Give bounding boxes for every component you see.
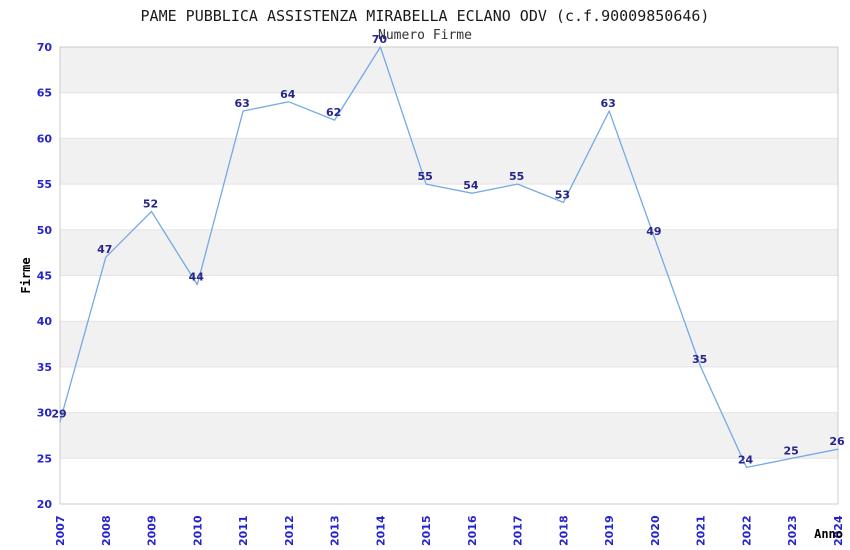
x-tick-label: 2018 — [557, 515, 570, 546]
x-tick-label: 2017 — [512, 515, 525, 546]
data-label: 47 — [97, 243, 112, 256]
x-tick-label: 2008 — [100, 515, 113, 546]
data-label: 63 — [234, 97, 249, 110]
chart-subtitle: Numero Firme — [378, 28, 472, 43]
x-tick-label: 2020 — [649, 515, 662, 546]
data-label: 63 — [601, 97, 616, 110]
y-tick-label: 25 — [37, 452, 52, 465]
y-tick-label: 40 — [37, 315, 53, 328]
data-label: 62 — [326, 106, 341, 119]
data-label: 55 — [509, 170, 524, 183]
data-label: 55 — [417, 170, 432, 183]
x-tick-label: 2014 — [374, 515, 387, 546]
x-tick-label: 2011 — [237, 515, 250, 546]
data-label: 24 — [738, 453, 754, 466]
x-tick-label: 2012 — [283, 515, 296, 546]
x-tick-label: 2009 — [146, 515, 159, 546]
data-label: 54 — [463, 179, 479, 192]
series-line — [59, 46, 839, 469]
plot-band — [60, 47, 838, 93]
y-tick-label: 50 — [37, 224, 53, 237]
x-tick-label: 2019 — [603, 515, 616, 546]
data-label: 52 — [143, 198, 158, 211]
y-tick-label: 20 — [37, 498, 53, 511]
plot-band — [60, 229, 838, 276]
x-tick-label: 2015 — [420, 515, 433, 546]
y-axis-title: Firme — [19, 257, 33, 293]
chart-title: PAME PUBBLICA ASSISTENZA MIRABELLA ECLAN… — [140, 7, 710, 25]
data-label: 35 — [692, 353, 707, 366]
data-label: 29 — [51, 408, 66, 421]
y-tick-label: 30 — [37, 407, 53, 420]
data-label: 26 — [829, 435, 845, 448]
x-tick-label: 2024 — [832, 515, 845, 546]
x-tick-label: 2023 — [786, 515, 799, 546]
plot-band — [60, 412, 838, 459]
plot-band — [60, 321, 838, 367]
x-tick-label: 2007 — [54, 515, 67, 546]
x-tick-label: 2016 — [466, 515, 479, 546]
y-tick-label: 60 — [37, 132, 53, 145]
x-tick-label: 2010 — [191, 515, 204, 546]
x-tick-label: 2013 — [329, 515, 342, 546]
plot-band — [60, 138, 838, 185]
x-tick-label: 2021 — [695, 515, 708, 546]
y-tick-label: 65 — [37, 87, 52, 100]
data-label: 49 — [646, 225, 661, 238]
y-tick-label: 35 — [37, 361, 52, 374]
x-axis-title: Anno — [814, 527, 843, 541]
plot-border — [59, 46, 839, 505]
data-label: 25 — [784, 444, 799, 457]
x-tick-label: 2022 — [741, 515, 754, 546]
y-tick-label: 45 — [37, 270, 52, 283]
data-label: 44 — [189, 271, 205, 284]
y-tick-label: 55 — [37, 178, 52, 191]
data-label: 53 — [555, 188, 570, 201]
data-label: 64 — [280, 88, 296, 101]
